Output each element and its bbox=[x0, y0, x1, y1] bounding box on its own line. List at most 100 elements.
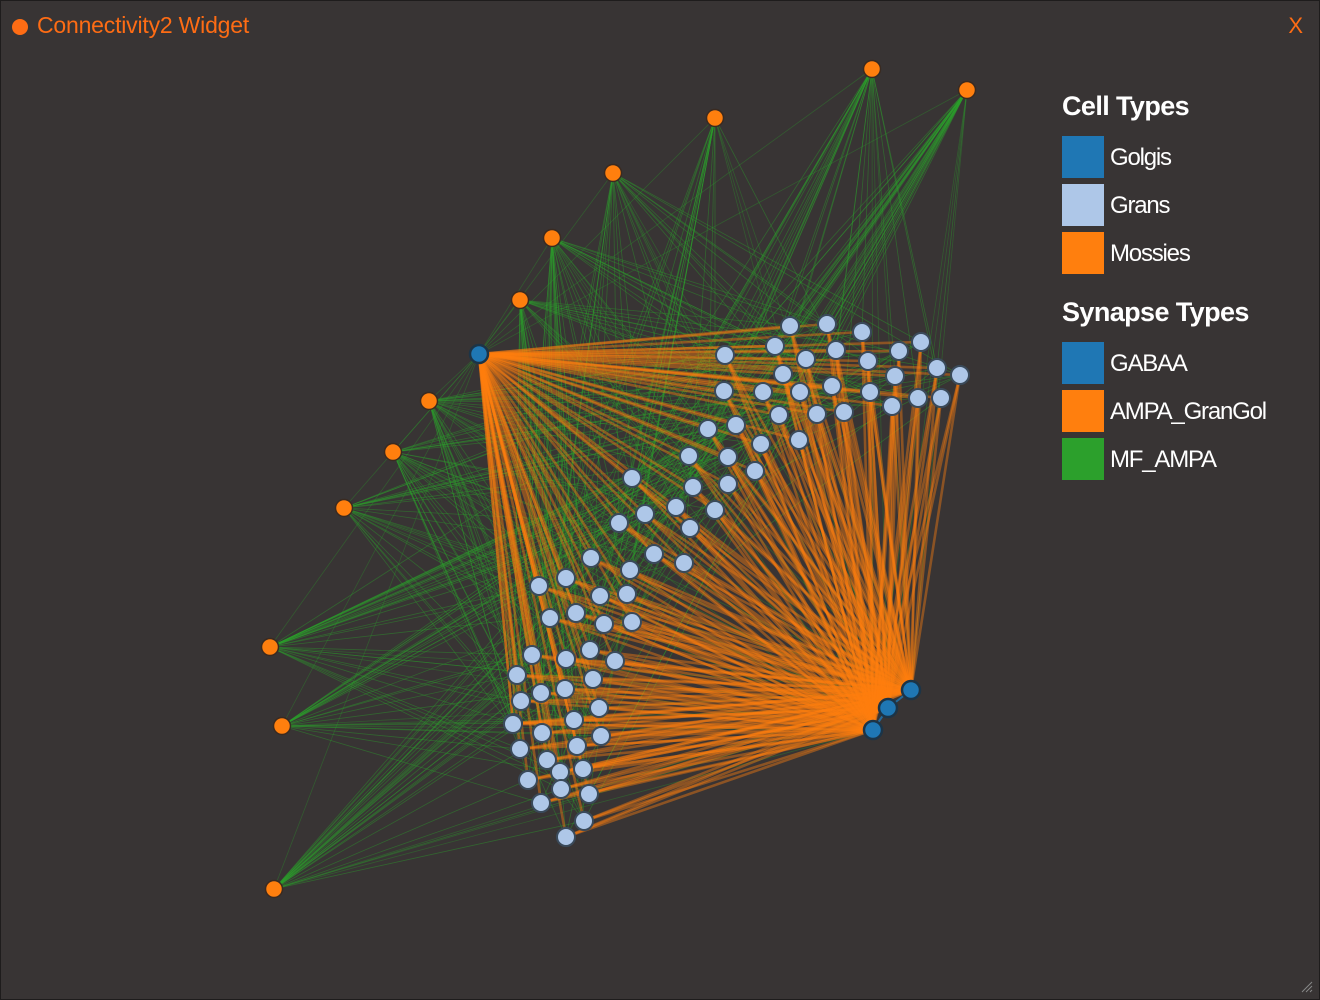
gran-cell-node[interactable] bbox=[822, 376, 842, 396]
gran-cell-node[interactable] bbox=[507, 665, 527, 685]
mossy-cell-node[interactable] bbox=[260, 637, 280, 657]
gran-cell-node[interactable] bbox=[567, 736, 587, 756]
gran-cell-node[interactable] bbox=[908, 388, 928, 408]
gran-cell-node[interactable] bbox=[789, 430, 809, 450]
gran-cell-node[interactable] bbox=[510, 739, 530, 759]
gran-cell-node[interactable] bbox=[950, 365, 970, 385]
gran-cell-node[interactable] bbox=[531, 793, 551, 813]
gran-cell-node[interactable] bbox=[609, 513, 629, 533]
gran-cell-node[interactable] bbox=[622, 612, 642, 632]
gran-cell-node[interactable] bbox=[564, 710, 584, 730]
gran-cell-node[interactable] bbox=[620, 560, 640, 580]
golgi-cell-node[interactable] bbox=[468, 343, 490, 365]
gran-cell-node[interactable] bbox=[555, 679, 575, 699]
mossy-cell-node[interactable] bbox=[957, 80, 977, 100]
gran-cell-node[interactable] bbox=[532, 723, 552, 743]
gran-cell-node[interactable] bbox=[889, 341, 909, 361]
gran-cell-node[interactable] bbox=[714, 381, 734, 401]
gran-cell-node[interactable] bbox=[556, 827, 576, 847]
golgi-cell-node[interactable] bbox=[877, 697, 899, 719]
gran-cell-node[interactable] bbox=[644, 544, 664, 564]
gran-cell-node[interactable] bbox=[566, 603, 586, 623]
gran-cell-node[interactable] bbox=[718, 447, 738, 467]
gran-cell-node[interactable] bbox=[751, 434, 771, 454]
gran-cell-node[interactable] bbox=[579, 784, 599, 804]
gran-cell-node[interactable] bbox=[858, 351, 878, 371]
mossy-cell-node[interactable] bbox=[334, 498, 354, 518]
gran-cell-node[interactable] bbox=[834, 402, 854, 422]
gran-cell-node[interactable] bbox=[773, 364, 793, 384]
gran-cell-node[interactable] bbox=[745, 461, 765, 481]
gran-cell-node[interactable] bbox=[573, 759, 593, 779]
resize-grip-icon[interactable] bbox=[1299, 979, 1313, 993]
gran-cell-node[interactable] bbox=[780, 316, 800, 336]
golgi-cell-node[interactable] bbox=[900, 679, 922, 701]
golgi-cell-node[interactable] bbox=[862, 719, 884, 741]
gran-cell-node[interactable] bbox=[666, 497, 686, 517]
gran-cell-node[interactable] bbox=[518, 770, 538, 790]
gran-cell-node[interactable] bbox=[683, 477, 703, 497]
mossy-cell-node[interactable] bbox=[510, 290, 530, 310]
gran-cell-node[interactable] bbox=[698, 419, 718, 439]
gran-cell-node[interactable] bbox=[622, 468, 642, 488]
mossy-cell-node[interactable] bbox=[862, 59, 882, 79]
gran-cell-node[interactable] bbox=[583, 669, 603, 689]
gran-cell-node[interactable] bbox=[715, 345, 735, 365]
gran-cell-node[interactable] bbox=[674, 553, 694, 573]
mossy-cell-node[interactable] bbox=[542, 228, 562, 248]
gran-cell-node[interactable] bbox=[556, 568, 576, 588]
gran-cell-node[interactable] bbox=[860, 382, 880, 402]
gran-cell-node[interactable] bbox=[726, 415, 746, 435]
gran-cell-node[interactable] bbox=[796, 349, 816, 369]
gran-cell-node[interactable] bbox=[885, 366, 905, 386]
gran-cell-node[interactable] bbox=[790, 382, 810, 402]
gran-cell-node[interactable] bbox=[705, 500, 725, 520]
gran-cell-node[interactable] bbox=[852, 322, 872, 342]
gran-cell-node[interactable] bbox=[511, 691, 531, 711]
gran-cell-node[interactable] bbox=[679, 446, 699, 466]
mossy-cell-node[interactable] bbox=[419, 391, 439, 411]
gran-cell-node[interactable] bbox=[911, 332, 931, 352]
mossy-cell-node[interactable] bbox=[603, 163, 623, 183]
gran-cell-node[interactable] bbox=[605, 651, 625, 671]
gran-cell-node[interactable] bbox=[529, 576, 549, 596]
gran-cell-node[interactable] bbox=[807, 404, 827, 424]
gran-cell-node[interactable] bbox=[540, 608, 560, 628]
gran-cell-node[interactable] bbox=[551, 779, 571, 799]
gran-cell-node[interactable] bbox=[718, 474, 738, 494]
gran-cell-node[interactable] bbox=[617, 584, 637, 604]
mossy-cell-node[interactable] bbox=[705, 108, 725, 128]
gran-cell-node[interactable] bbox=[817, 314, 837, 334]
gran-cell-node[interactable] bbox=[882, 396, 902, 416]
mossy-cell-node[interactable] bbox=[264, 879, 284, 899]
widget-titlebar[interactable]: Connectivity2 Widget X bbox=[1, 1, 1319, 51]
mossy-cell-node[interactable] bbox=[272, 716, 292, 736]
gran-cell-node[interactable] bbox=[590, 586, 610, 606]
gran-cell-node[interactable] bbox=[531, 683, 551, 703]
gran-cell-node[interactable] bbox=[931, 388, 951, 408]
gran-cell-node[interactable] bbox=[581, 548, 601, 568]
gran-cell-node[interactable] bbox=[927, 358, 947, 378]
mossy-cell-node[interactable] bbox=[383, 442, 403, 462]
gran-cell-node[interactable] bbox=[556, 649, 576, 669]
gran-cell-node[interactable] bbox=[769, 405, 789, 425]
gran-cell-node[interactable] bbox=[635, 504, 655, 524]
gran-cell-node[interactable] bbox=[765, 336, 785, 356]
gran-cell-node[interactable] bbox=[550, 762, 570, 782]
mf-ampa-edge bbox=[519, 299, 633, 623]
close-button[interactable]: X bbox=[1288, 13, 1303, 38]
gran-cell-node[interactable] bbox=[594, 614, 614, 634]
ampa-grangol-edge bbox=[692, 486, 889, 709]
gran-cell-node[interactable] bbox=[753, 382, 773, 402]
gran-cell-node[interactable] bbox=[680, 518, 700, 538]
gran-cell-node[interactable] bbox=[503, 714, 523, 734]
gran-cell-node[interactable] bbox=[589, 698, 609, 718]
gran-cell-node[interactable] bbox=[826, 340, 846, 360]
gran-cell-node[interactable] bbox=[574, 811, 594, 831]
gran-cell-node[interactable] bbox=[580, 640, 600, 660]
gran-cell-node[interactable] bbox=[537, 750, 557, 770]
gran-cell-node[interactable] bbox=[522, 645, 542, 665]
mf-ampa-edge bbox=[428, 400, 646, 515]
gran-cell-node[interactable] bbox=[591, 726, 611, 746]
